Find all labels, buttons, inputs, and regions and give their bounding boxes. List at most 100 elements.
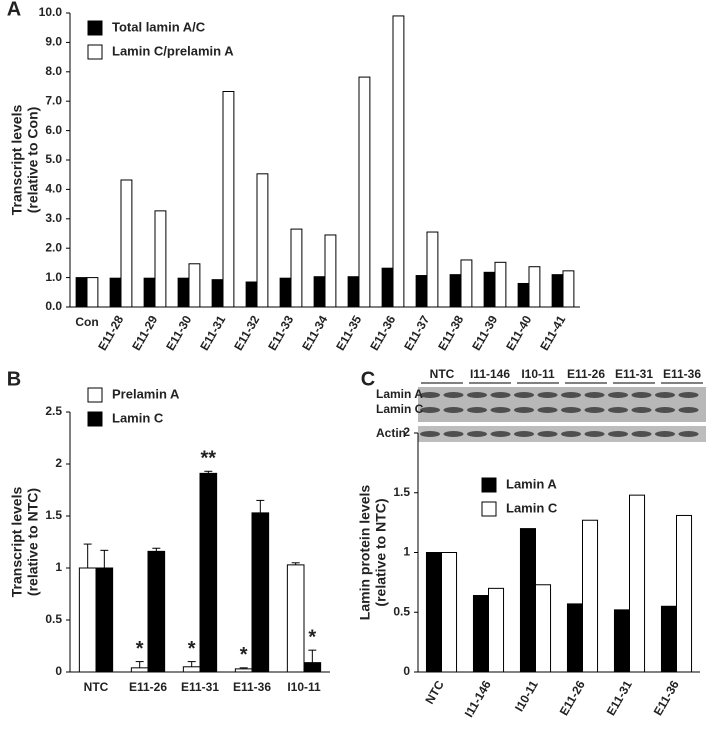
y-tick-label: 1: [55, 560, 62, 574]
bar: [188, 263, 201, 308]
y-tick-label: 6.0: [45, 123, 62, 137]
blot-band: [678, 392, 699, 398]
bar: [566, 603, 584, 673]
blot-band: [514, 407, 534, 413]
y-tick-label: 1.5: [45, 508, 62, 522]
y-tick-label: 2: [55, 456, 62, 470]
blot-row-label: Lamin A: [376, 387, 423, 401]
blot-band: [420, 392, 440, 398]
blot-band: [584, 431, 605, 437]
y-tick-label: 9.0: [45, 35, 62, 49]
y-tick-label: 4.0: [45, 182, 62, 196]
bar: [381, 267, 394, 308]
y-tick-label: 7.0: [45, 93, 62, 107]
legend-label: Lamin C/prelamin A: [112, 43, 234, 58]
bar: [143, 277, 156, 308]
annotation: *: [240, 644, 248, 666]
bar: [551, 274, 564, 308]
y-tick-label: 2.0: [45, 240, 62, 254]
bar: [78, 567, 97, 673]
legend-swatch: [481, 477, 497, 493]
bar: [460, 259, 473, 308]
legend-swatch: [87, 44, 103, 60]
bar: [95, 567, 114, 673]
legend-label: Lamin C: [506, 500, 558, 515]
blot-band: [490, 431, 511, 437]
x-tick-label: NTC: [84, 680, 109, 694]
annotation: *: [188, 638, 196, 660]
y-tick-label: 5.0: [45, 152, 62, 166]
bar: [562, 270, 575, 308]
bar: [256, 173, 269, 308]
bar: [676, 514, 693, 673]
y-tick-label: 0: [403, 664, 410, 678]
blot-band: [631, 431, 652, 437]
blot-lane-label: I10-11: [521, 367, 555, 381]
bar: [245, 281, 258, 308]
bar: [441, 552, 458, 673]
bar: [147, 550, 166, 673]
blot-band: [420, 407, 440, 413]
y-axis-label: Transcript levels: [9, 105, 25, 216]
bar: [75, 277, 88, 308]
bar: [358, 76, 371, 308]
blot-band: [561, 392, 581, 398]
legend-swatch: [87, 411, 103, 427]
y-axis-label: (relative to NTC): [25, 488, 41, 596]
blot-band: [608, 431, 628, 437]
blot-band: [655, 407, 675, 413]
blot-band: [678, 431, 699, 437]
annotation: *: [308, 626, 316, 648]
blot-band: [537, 407, 558, 413]
bar: [660, 605, 678, 673]
y-tick-label: 1.5: [393, 485, 410, 499]
blot-row-label: Lamin C: [376, 402, 424, 416]
blot-lane-label: E11-36: [663, 367, 701, 381]
blot-lane-label: E11-26: [567, 367, 605, 381]
legend-label: Lamin A: [506, 476, 557, 491]
blot-band: [537, 392, 558, 398]
bar: [483, 271, 496, 308]
x-tick-label: E11-36: [233, 680, 271, 694]
bar: [313, 276, 326, 308]
bar: [535, 584, 552, 673]
y-tick-label: 8.0: [45, 64, 62, 78]
western-blot: [418, 387, 706, 442]
bar: [488, 587, 505, 673]
bar: [629, 494, 646, 673]
panel-label: C: [361, 368, 375, 390]
x-tick-label: Con: [75, 315, 98, 329]
bar: [199, 472, 218, 673]
blot-band: [467, 407, 487, 413]
x-tick-label: I10-11: [287, 680, 321, 694]
bar: [279, 277, 292, 308]
legend-swatch: [87, 387, 103, 403]
bar: [154, 210, 167, 308]
annotation: **: [201, 448, 217, 470]
y-axis-label: (relative to NTC): [373, 498, 389, 606]
bar: [494, 261, 507, 308]
bar: [286, 564, 305, 673]
blot-band: [561, 407, 581, 413]
blot-band: [514, 392, 534, 398]
y-tick-label: 0.5: [393, 604, 410, 618]
blot-lane-label: NTC: [430, 367, 455, 381]
x-tick-label: E11-31: [181, 680, 219, 694]
legend-swatch: [87, 20, 103, 36]
bar: [182, 666, 201, 673]
y-tick-label: 1.0: [45, 270, 62, 284]
blot-lane-label: E11-31: [615, 367, 653, 381]
blot-band: [467, 392, 487, 398]
blot-band: [443, 431, 464, 437]
y-tick-label: 0.5: [45, 612, 62, 626]
y-tick-label: 10.0: [39, 5, 63, 19]
y-axis-label: Lamin protein levels: [357, 485, 373, 621]
bar: [120, 179, 133, 308]
blot-band: [537, 431, 558, 437]
y-tick-label: 0.0: [45, 299, 62, 313]
blot-band: [655, 392, 675, 398]
blot-band: [561, 431, 581, 437]
panel-label: B: [7, 368, 21, 390]
y-tick-label: 2: [403, 425, 410, 439]
